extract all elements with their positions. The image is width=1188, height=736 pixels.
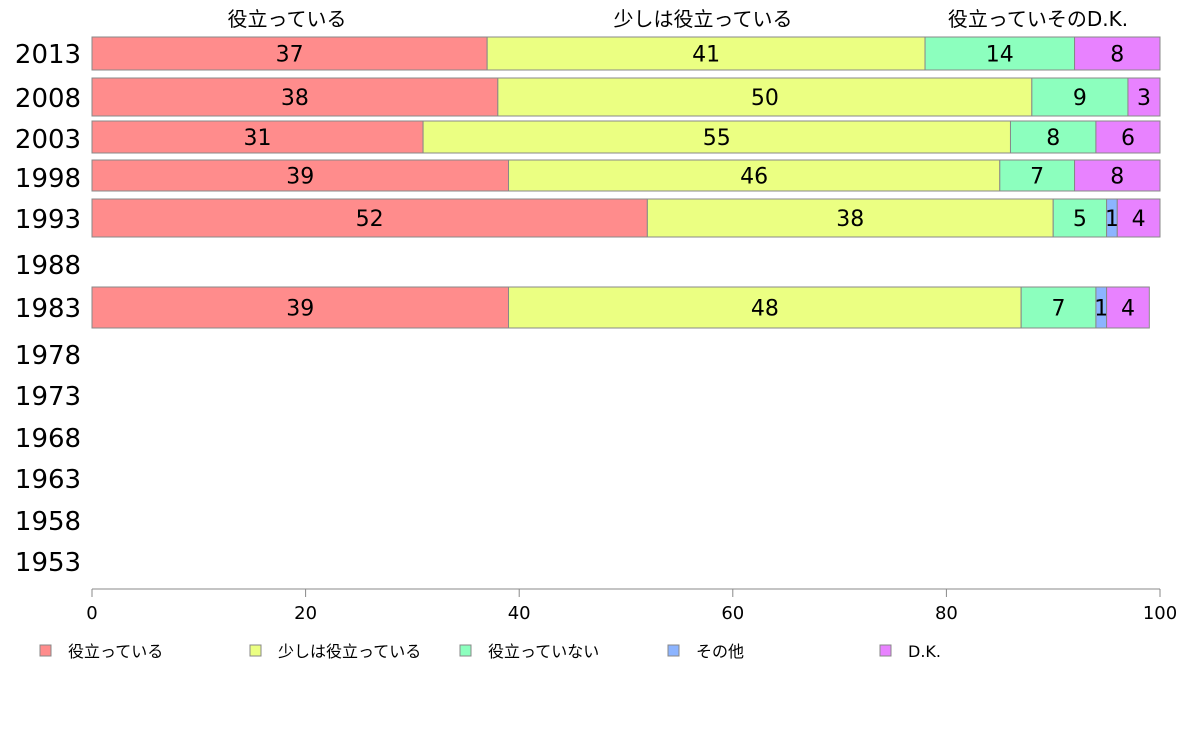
top-label-2: 役立っていそのD.K. xyxy=(948,7,1128,31)
x-tick-label-100: 100 xyxy=(1143,603,1177,624)
bar-2008-series-1 xyxy=(497,77,1033,117)
y-tick-label-1953: 1953 xyxy=(15,548,81,578)
bar-2003-series-0 xyxy=(91,120,424,154)
value-label-2003-series-2: 8 xyxy=(1046,126,1060,151)
value-label-2008-series-2: 9 xyxy=(1073,86,1087,111)
value-label-1993-series-1: 38 xyxy=(836,207,864,232)
y-tick-label-1963: 1963 xyxy=(15,465,81,495)
y-tick-label-1958: 1958 xyxy=(15,507,81,537)
bar-1993-series-0 xyxy=(91,198,648,238)
value-label-2003-series-0: 31 xyxy=(244,126,272,151)
value-label-2008-series-1: 50 xyxy=(751,86,779,111)
bar-2013-series-4 xyxy=(1074,36,1161,71)
x-tick-label-20: 20 xyxy=(294,603,317,624)
value-label-1993-series-3: 1 xyxy=(1105,207,1119,232)
value-label-2013-series-1: 41 xyxy=(692,43,720,68)
bar-2008-series-4 xyxy=(1127,77,1161,117)
value-label-1998-series-0: 39 xyxy=(286,165,314,190)
value-label-2013-series-0: 37 xyxy=(276,43,304,68)
value-label-1993-series-4: 4 xyxy=(1132,207,1146,232)
bar-1998-series-1 xyxy=(508,159,1001,192)
legend-label-1: 少しは役立っている xyxy=(278,642,421,661)
value-label-1998-series-4: 8 xyxy=(1110,165,1124,190)
legend-swatch-0 xyxy=(39,644,52,657)
y-tick-label-2008: 2008 xyxy=(15,84,81,114)
x-tick-label-0: 0 xyxy=(86,603,97,624)
legend-label-0: 役立っている xyxy=(68,642,163,661)
value-label-1983-series-0: 39 xyxy=(286,297,314,322)
top-label-1: 少しは役立っている xyxy=(614,7,793,31)
value-label-1983-series-3: 1 xyxy=(1094,297,1108,322)
value-label-1993-series-0: 52 xyxy=(356,207,384,232)
y-tick-label-1968: 1968 xyxy=(15,424,81,454)
top-label-0: 役立っている xyxy=(228,7,347,31)
value-label-2003-series-1: 55 xyxy=(703,126,731,151)
y-tick-label-2003: 2003 xyxy=(15,125,81,155)
bar-1983-series-2 xyxy=(1020,286,1097,329)
legend-swatch-3 xyxy=(667,644,680,657)
value-label-1998-series-1: 46 xyxy=(740,165,768,190)
y-tick-label-1978: 1978 xyxy=(15,341,81,371)
y-tick-label-2013: 2013 xyxy=(15,40,81,70)
bar-2008-series-0 xyxy=(91,77,499,117)
bar-2013-series-1 xyxy=(486,36,926,71)
y-tick-label-1998: 1998 xyxy=(15,164,81,194)
value-label-1983-series-1: 48 xyxy=(751,297,779,322)
bar-1983-series-1 xyxy=(508,286,1022,329)
value-label-2008-series-4: 3 xyxy=(1137,86,1151,111)
value-label-2013-series-2: 14 xyxy=(986,43,1014,68)
bar-2013-series-0 xyxy=(91,36,488,71)
y-tick-label-1973: 1973 xyxy=(15,382,81,412)
legend-label-2: 役立っていない xyxy=(488,642,599,661)
legend-swatch-4 xyxy=(879,644,892,657)
x-tick-label-80: 80 xyxy=(935,603,958,624)
legend-label-3: その他 xyxy=(696,642,744,661)
x-tick-label-40: 40 xyxy=(508,603,531,624)
bar-1998-series-0 xyxy=(91,159,510,192)
value-label-1993-series-2: 5 xyxy=(1073,207,1087,232)
bar-1998-series-4 xyxy=(1074,159,1161,192)
bar-1993-series-1 xyxy=(646,198,1054,238)
value-label-2003-series-4: 6 xyxy=(1121,126,1135,151)
y-tick-label-1988: 1988 xyxy=(15,251,81,281)
bar-1983-series-4 xyxy=(1106,286,1150,329)
bar-2013-series-2 xyxy=(924,36,1076,71)
bar-1993-series-4 xyxy=(1116,198,1161,238)
y-tick-label-1983: 1983 xyxy=(15,294,81,324)
bar-2008-series-2 xyxy=(1031,77,1129,117)
bar-1993-series-2 xyxy=(1052,198,1108,238)
y-tick-label-1993: 1993 xyxy=(15,205,81,235)
value-label-2013-series-4: 8 xyxy=(1110,43,1124,68)
value-label-1998-series-2: 7 xyxy=(1030,165,1044,190)
legend-swatch-1 xyxy=(249,644,262,657)
value-label-1983-series-2: 7 xyxy=(1052,297,1066,322)
x-tick-label-60: 60 xyxy=(721,603,744,624)
value-label-2008-series-0: 38 xyxy=(281,86,309,111)
value-label-1983-series-4: 4 xyxy=(1121,297,1135,322)
bar-2003-series-4 xyxy=(1095,120,1161,154)
legend-label-4: D.K. xyxy=(908,642,941,661)
bar-2003-series-1 xyxy=(422,120,1011,154)
legend-swatch-2 xyxy=(459,644,472,657)
